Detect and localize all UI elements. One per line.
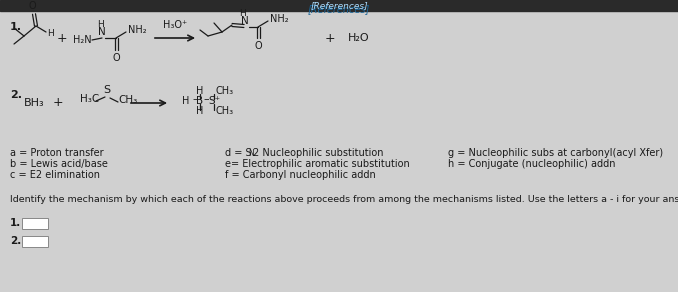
Text: H: H — [197, 106, 203, 116]
Text: CH₃: CH₃ — [216, 106, 234, 116]
Text: +: + — [53, 96, 63, 110]
Text: H: H — [98, 20, 104, 29]
Text: O: O — [112, 53, 120, 63]
Text: c = E2 elimination: c = E2 elimination — [10, 170, 100, 180]
Text: [References]: [References] — [311, 1, 367, 10]
Bar — [0, 0, 678, 11]
Text: NH₂: NH₂ — [128, 25, 146, 35]
Bar — [22, 236, 48, 246]
Text: +: + — [325, 32, 336, 44]
Text: NH₂: NH₂ — [270, 14, 289, 24]
Text: 2.: 2. — [10, 90, 22, 100]
Text: a = Proton transfer: a = Proton transfer — [10, 148, 104, 158]
Text: H: H — [47, 29, 54, 37]
Text: S⁺: S⁺ — [208, 96, 220, 106]
Text: N: N — [241, 16, 249, 26]
Text: BH₃: BH₃ — [24, 98, 44, 108]
Text: –: – — [192, 94, 198, 104]
Text: H: H — [239, 9, 246, 18]
Text: H₃C: H₃C — [80, 94, 99, 104]
Text: O: O — [28, 1, 36, 11]
Text: 1.: 1. — [10, 22, 22, 32]
Text: g = Nucleophilic subs at carbonyl(acyl Xfer): g = Nucleophilic subs at carbonyl(acyl X… — [448, 148, 663, 158]
Text: CH₃: CH₃ — [118, 95, 137, 105]
Text: h = Conjugate (nucleophilic) addn: h = Conjugate (nucleophilic) addn — [448, 159, 616, 169]
Text: 1.: 1. — [10, 218, 21, 228]
Text: b = Lewis acid/base: b = Lewis acid/base — [10, 159, 108, 169]
Text: H: H — [182, 96, 190, 106]
Text: e= Electrophilic aromatic substitution: e= Electrophilic aromatic substitution — [225, 159, 410, 169]
Text: +: + — [57, 32, 67, 44]
Text: H₂N: H₂N — [73, 35, 92, 45]
Text: N: N — [98, 27, 106, 37]
Bar — [22, 218, 48, 229]
Text: d = S: d = S — [225, 148, 252, 158]
Text: N: N — [248, 150, 254, 159]
Text: H₃O⁺: H₃O⁺ — [163, 20, 187, 30]
Text: [References]: [References] — [308, 4, 370, 14]
Text: H₂O: H₂O — [348, 33, 370, 43]
Text: CH₃: CH₃ — [216, 86, 234, 96]
Text: B: B — [197, 96, 203, 106]
Text: f = Carbonyl nucleophilic addn: f = Carbonyl nucleophilic addn — [225, 170, 376, 180]
Text: Identify the mechanism by which each of the reactions above proceeds from among : Identify the mechanism by which each of … — [10, 195, 678, 204]
Text: S: S — [104, 85, 111, 95]
Text: 2 Nucleophilic substitution: 2 Nucleophilic substitution — [253, 148, 384, 158]
Text: –: – — [203, 94, 209, 104]
Text: O: O — [254, 41, 262, 51]
Text: H: H — [197, 86, 203, 96]
Text: 2.: 2. — [10, 236, 21, 246]
